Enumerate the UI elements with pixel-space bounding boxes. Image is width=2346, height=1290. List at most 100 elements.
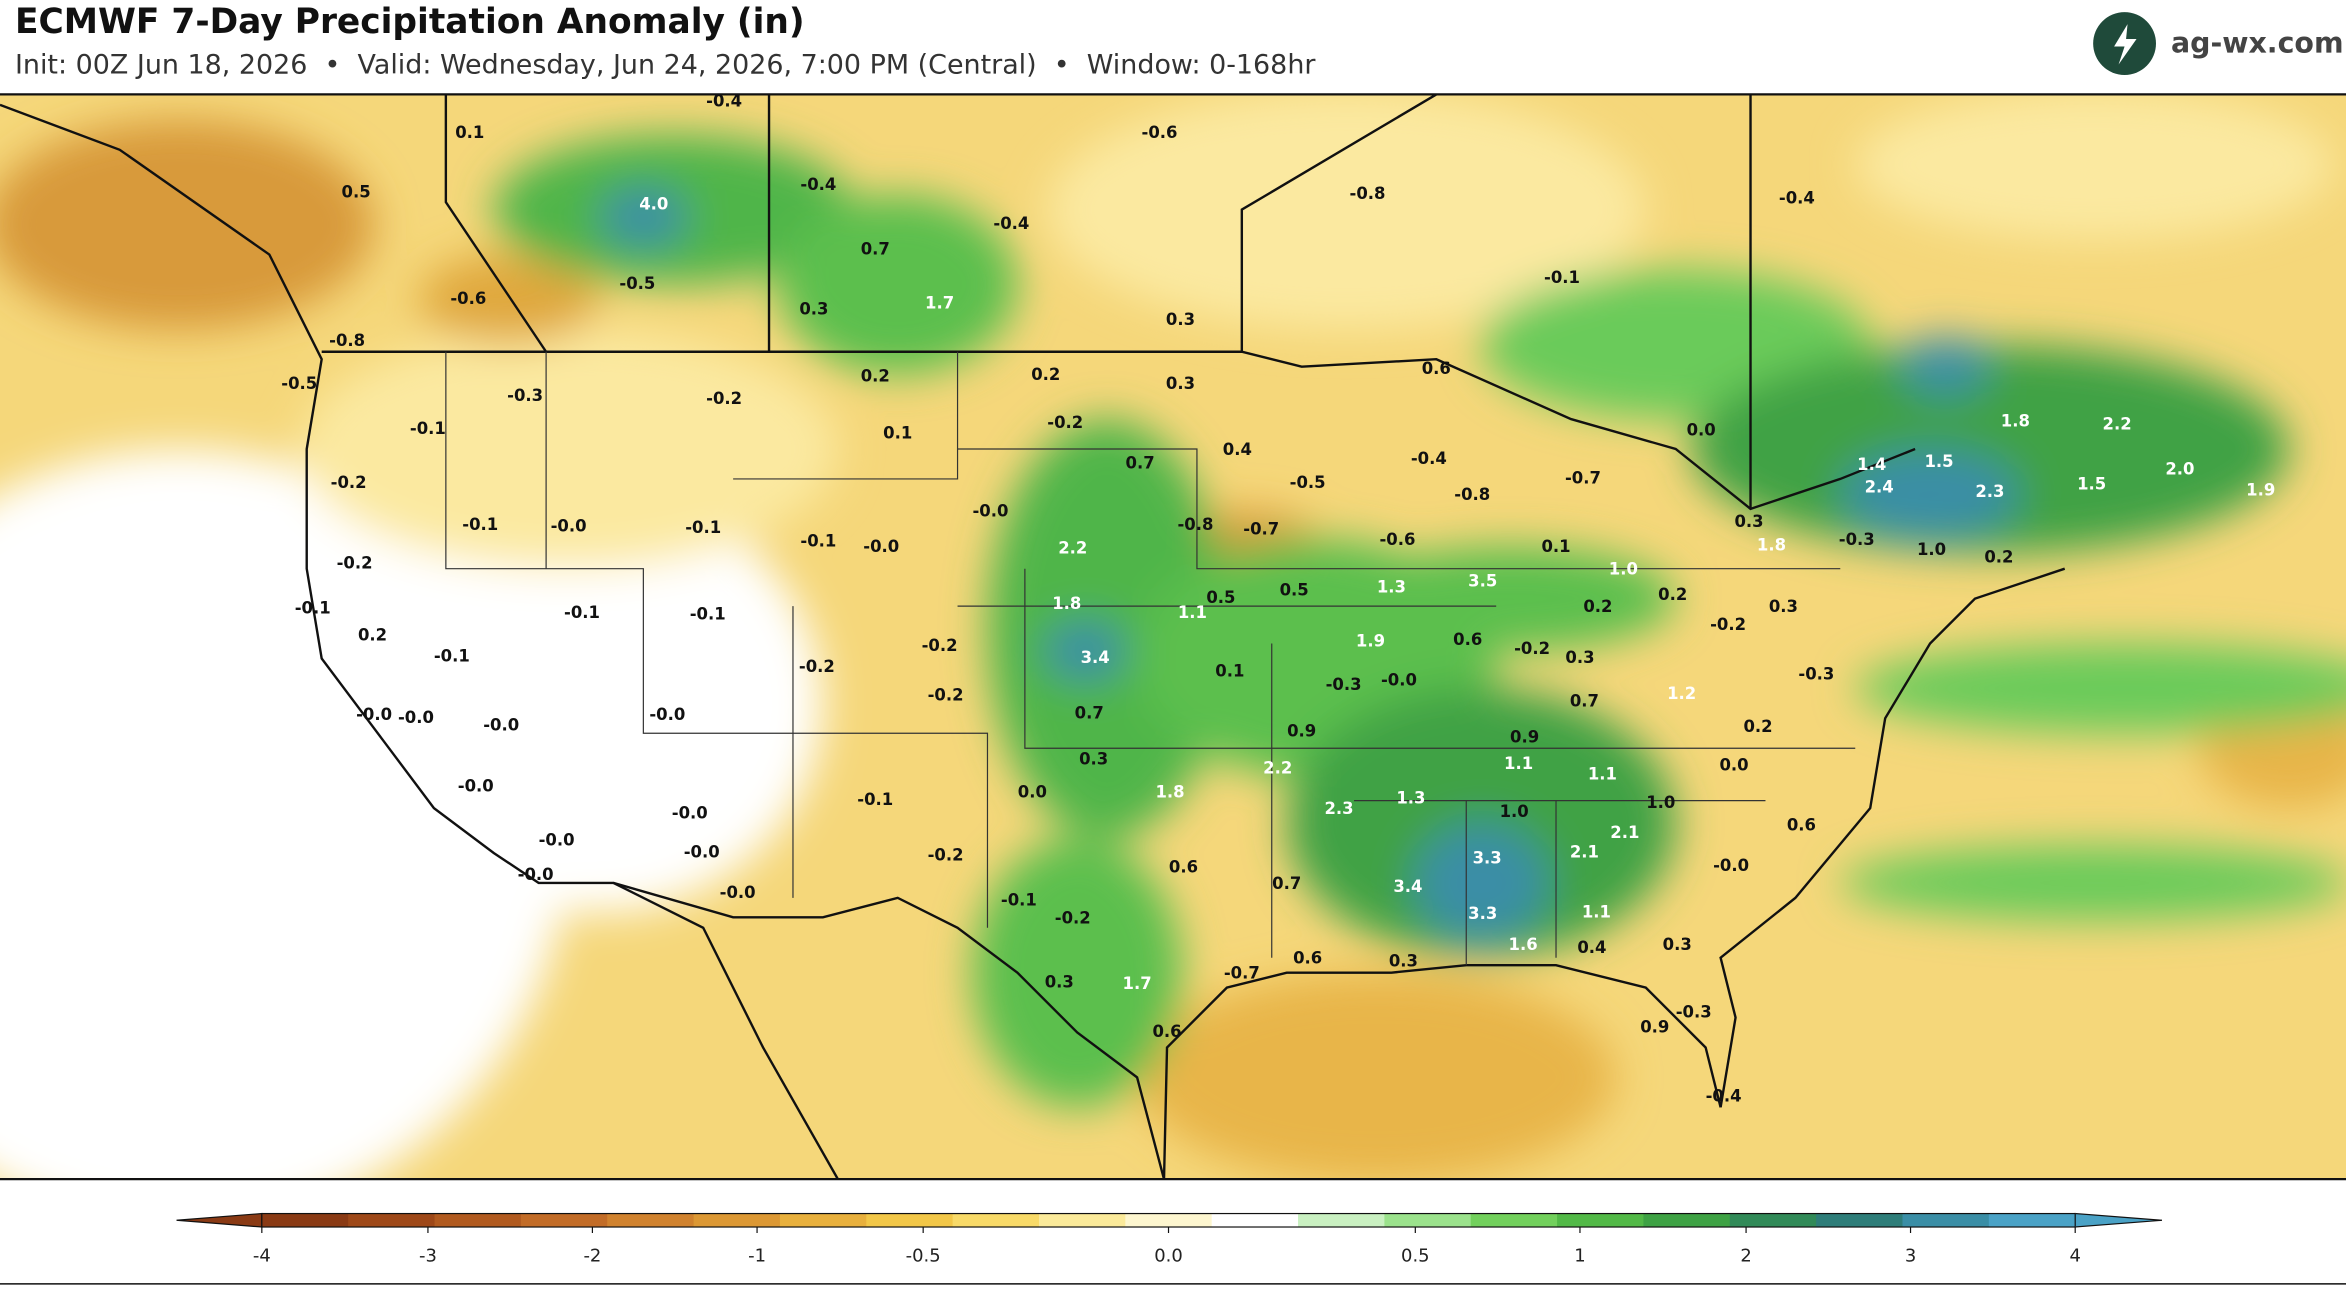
colorbar-tick-label: -1 [748,1245,766,1266]
map-label: -0.1 [295,599,331,618]
map-label: 0.3 [1166,374,1195,393]
map-label: -0.4 [1411,449,1447,468]
map-label: 0.2 [861,367,890,386]
map-label: 0.3 [1389,952,1418,971]
map-label: -0.4 [800,175,836,194]
map-label: 1.0 [1646,793,1675,812]
colorbar-tick-label: 1 [1574,1245,1585,1266]
map-label: -0.4 [706,91,742,110]
map-label: 0.4 [1223,440,1252,459]
colorbar-bin [434,1213,522,1228]
colorbar-tick-label: -0.5 [906,1245,941,1266]
map-label: 1.9 [2246,480,2275,499]
colorbar-bin [1643,1213,1731,1228]
map-label: -0.0 [356,705,392,724]
map-label: -0.4 [1779,189,1815,208]
map-label: 1.5 [2077,474,2106,493]
colorbar-bin [1988,1213,2076,1228]
map-label: 0.1 [1541,537,1570,556]
map-label: -0.2 [331,473,367,492]
map-label: 1.4 [1857,455,1886,474]
map-label: -0.6 [1142,123,1178,142]
colorbar-bin [1125,1213,1213,1228]
map-label: 0.7 [1570,691,1599,710]
map-label: -0.0 [972,501,1008,520]
map-label: 4.0 [639,195,668,214]
map-label: 1.8 [1757,536,1786,555]
colorbar-bin [1384,1213,1472,1228]
map-label: -0.3 [1676,1003,1712,1022]
map-label: 0.2 [1031,365,1060,384]
map-label: -0.0 [483,715,519,734]
map-label: 1.5 [1924,452,1953,471]
map-label: 1.8 [1155,783,1184,802]
map-label: -0.1 [1544,268,1580,287]
colorbar-bin [952,1213,1040,1228]
map-label: 2.0 [2165,459,2194,478]
map-label: -0.0 [863,537,899,556]
map-label: -0.3 [507,386,543,405]
map-label: 3.3 [1473,848,1502,867]
logo [2093,12,2156,75]
colorbar-bin [1729,1213,1817,1228]
map-label: 2.3 [1325,799,1354,818]
colorbar-bin [607,1213,695,1228]
map-label: 0.1 [455,123,484,142]
colorbar-bin [1902,1213,1990,1228]
map-label: -0.8 [1454,485,1490,504]
colorbar-bin [1038,1213,1127,1228]
brand: ag-wx.com [2171,27,2344,60]
map-label: -0.0 [672,804,708,823]
map-label: -0.3 [1326,675,1362,694]
map-label: -0.1 [410,419,446,438]
map-label: -0.1 [1001,890,1037,909]
map-label: -0.6 [450,289,486,308]
map-label: -0.8 [329,331,365,350]
map-label: 0.5 [1206,588,1235,607]
map-label: 1.1 [1504,754,1533,773]
map-label: -0.1 [564,603,600,622]
map-label: -0.7 [1565,468,1601,487]
map: -0.4 0.1 -0.6 0.5 4.0 -0.4 -0.8 -0.4 -0.4 0.7 -0.1… [0,91,2346,1180]
map-label: -0.0 [1713,856,1749,875]
map-label: -0.2 [337,554,373,573]
map-label: 1.6 [1509,935,1538,954]
map-label: -0.2 [922,636,958,655]
map-label: 3.3 [1468,904,1497,923]
map-label: 0.7 [1126,453,1155,472]
map-label: 0.6 [1453,630,1482,649]
map-label: -0.7 [1224,964,1260,983]
map-label: 0.7 [1075,703,1104,722]
map-label: 0.5 [1280,581,1309,600]
map-label: 0.9 [1510,727,1539,746]
map-label: 2.4 [1865,477,1894,496]
map-label: 3.4 [1081,648,1110,667]
map-label: 0.2 [1743,717,1772,736]
map-label: 1.0 [1500,802,1529,821]
map-label: -0.5 [281,374,317,393]
map-label: 2.2 [1058,539,1087,558]
map-label: 2.3 [1975,482,2004,501]
map-label: 1.2 [1667,684,1696,703]
map-label: -0.1 [690,605,726,624]
map-label: 0.3 [1769,597,1798,616]
map-label: 0.3 [1079,750,1108,769]
map-label: 0.4 [1577,938,1606,957]
map-label: -0.0 [684,842,720,861]
map-label: 0.3 [1565,648,1594,667]
map-label: -0.0 [539,830,575,849]
map-label: 0.2 [1583,597,1612,616]
map-label: -0.5 [619,274,655,293]
map-label: -0.2 [1514,639,1550,658]
map-label: -0.0 [518,865,554,884]
colorbar-tick-label: -2 [583,1245,601,1266]
map-label: -0.1 [434,646,470,665]
colorbar-tick-label: 3 [1905,1245,1916,1266]
colorbar-tick-label: 0.0 [1154,1245,1183,1266]
map-label: 0.3 [1663,935,1692,954]
map-label: 0.7 [1272,874,1301,893]
map-label: 0.6 [1152,1022,1181,1041]
map-label: -0.1 [462,515,498,534]
